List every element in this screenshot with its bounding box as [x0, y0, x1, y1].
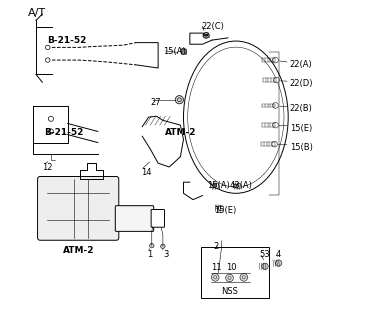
Text: 22(C): 22(C) [201, 22, 224, 31]
Text: 12: 12 [42, 163, 53, 172]
Text: 15(E): 15(E) [290, 124, 312, 132]
Circle shape [236, 183, 241, 188]
Circle shape [211, 274, 219, 281]
Circle shape [226, 274, 233, 282]
FancyBboxPatch shape [37, 177, 119, 240]
Text: 15(A): 15(A) [207, 180, 230, 190]
Text: 22(D): 22(D) [290, 79, 313, 88]
Circle shape [161, 244, 165, 249]
Text: 11: 11 [211, 263, 222, 272]
Text: 43(A): 43(A) [229, 180, 252, 190]
Text: 22(B): 22(B) [290, 105, 313, 114]
Circle shape [273, 77, 279, 83]
Circle shape [203, 32, 208, 38]
Circle shape [48, 116, 54, 121]
Circle shape [218, 206, 224, 211]
Text: 22(A): 22(A) [290, 60, 313, 69]
Circle shape [48, 129, 54, 134]
Text: 1: 1 [147, 251, 152, 260]
Text: NSS: NSS [222, 287, 239, 296]
Circle shape [214, 183, 219, 188]
Circle shape [273, 122, 278, 128]
Text: 15(E): 15(E) [214, 206, 236, 215]
FancyBboxPatch shape [115, 206, 154, 231]
Text: 53: 53 [259, 251, 270, 260]
Circle shape [240, 274, 248, 281]
Circle shape [273, 57, 278, 63]
Circle shape [150, 244, 154, 248]
Text: 15(B): 15(B) [290, 142, 313, 152]
Bar [201, 247, 269, 298]
Text: A/T: A/T [28, 8, 46, 18]
Circle shape [276, 260, 282, 266]
Circle shape [46, 58, 50, 62]
Circle shape [175, 96, 184, 104]
Text: B-21-52: B-21-52 [47, 36, 87, 45]
Text: 14: 14 [141, 168, 151, 177]
Circle shape [203, 32, 209, 38]
Text: 10: 10 [226, 263, 237, 272]
FancyBboxPatch shape [151, 210, 164, 227]
Text: ATM-2: ATM-2 [63, 246, 94, 255]
Text: 3: 3 [163, 251, 168, 260]
Text: B-21-52: B-21-52 [44, 128, 83, 137]
Circle shape [272, 141, 277, 147]
Text: 4: 4 [276, 251, 281, 260]
Text: 2: 2 [214, 243, 219, 252]
Circle shape [273, 103, 278, 108]
Text: 27: 27 [150, 98, 161, 107]
Circle shape [181, 49, 186, 54]
Circle shape [46, 45, 50, 50]
Circle shape [262, 263, 268, 269]
Text: 15(A): 15(A) [163, 47, 186, 56]
Text: ATM-2: ATM-2 [164, 128, 196, 137]
